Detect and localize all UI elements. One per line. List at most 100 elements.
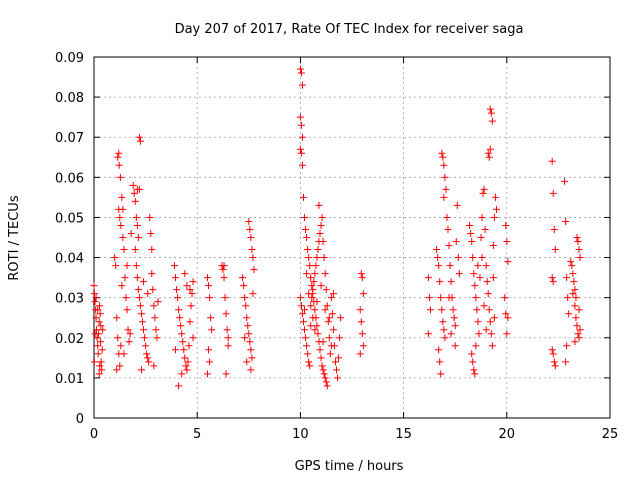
data-point <box>438 306 446 314</box>
y-tick-label: 0 <box>76 412 84 427</box>
data-point <box>179 338 187 346</box>
data-point <box>241 334 249 342</box>
y-tick-label: 0.01 <box>55 372 84 387</box>
data-point <box>449 306 457 314</box>
data-point <box>113 314 121 322</box>
data-point <box>313 254 321 262</box>
data-point <box>180 346 188 354</box>
y-tick-labels: 0 0.01 0.02 0.03 0.04 0.05 0.06 0.07 0.08 0.09 <box>55 51 84 427</box>
plot-frame <box>93 56 611 419</box>
data-point <box>178 370 186 378</box>
data-point <box>447 278 455 286</box>
data-point <box>474 318 482 326</box>
data-point <box>118 193 126 201</box>
y-tick-label: 0.08 <box>55 91 84 106</box>
data-point <box>150 302 158 310</box>
data-point <box>247 366 255 374</box>
data-point <box>485 306 493 314</box>
data-point <box>186 286 194 294</box>
data-point <box>121 274 129 282</box>
data-point <box>469 254 477 262</box>
data-point <box>323 382 331 390</box>
data-point <box>187 302 195 310</box>
data-point <box>502 310 510 318</box>
data-point <box>466 221 474 229</box>
data-point <box>441 334 449 342</box>
data-point <box>119 205 127 213</box>
y-axis-label: ROTI / TECUs <box>7 195 22 280</box>
data-point <box>314 330 322 338</box>
data-point <box>436 358 444 366</box>
data-point <box>576 254 584 262</box>
data-point <box>134 286 142 294</box>
data-point <box>575 334 583 342</box>
data-point <box>307 322 315 330</box>
data-point <box>123 262 131 270</box>
data-point <box>297 302 305 310</box>
data-point <box>113 366 121 374</box>
data-point <box>205 282 213 290</box>
data-point <box>336 334 344 342</box>
data-point <box>176 314 184 322</box>
data-point <box>438 149 446 157</box>
data-point <box>184 358 192 366</box>
data-point <box>478 213 486 221</box>
data-point <box>299 193 307 201</box>
data-point <box>503 238 511 246</box>
data-point <box>567 258 575 266</box>
data-point <box>150 362 158 370</box>
data-point <box>92 314 100 322</box>
data-point <box>439 318 447 326</box>
data-point <box>319 366 327 374</box>
data-point <box>487 109 495 117</box>
data-point <box>317 354 325 362</box>
data-point <box>550 358 558 366</box>
data-point <box>548 274 556 282</box>
data-point <box>297 121 305 129</box>
data-point <box>305 358 313 366</box>
x-tick-label: 10 <box>292 427 309 442</box>
data-point <box>116 213 124 221</box>
data-point <box>92 294 100 302</box>
data-point <box>243 314 251 322</box>
data-point <box>317 282 325 290</box>
data-point <box>126 330 134 338</box>
data-point <box>550 225 558 233</box>
data-point <box>189 334 197 342</box>
data-point <box>247 346 255 354</box>
data-point <box>314 246 322 254</box>
data-point <box>301 213 309 221</box>
data-point <box>453 201 461 209</box>
data-point <box>575 246 583 254</box>
data-point <box>549 189 557 197</box>
data-point <box>561 177 569 185</box>
data-point <box>136 302 144 310</box>
data-point <box>424 274 432 282</box>
data-point <box>451 322 459 330</box>
data-point <box>135 133 143 141</box>
data-point <box>305 290 313 298</box>
data-point <box>359 290 367 298</box>
data-point <box>137 310 145 318</box>
data-point <box>434 254 442 262</box>
data-point <box>308 282 316 290</box>
data-point <box>182 362 190 370</box>
data-point <box>502 221 510 229</box>
data-point <box>329 290 337 298</box>
data-point <box>426 306 434 314</box>
data-point <box>469 358 477 366</box>
data-point <box>440 326 448 334</box>
data-point <box>305 254 313 262</box>
data-point <box>333 366 341 374</box>
data-point <box>224 342 232 350</box>
data-point <box>551 246 559 254</box>
data-point <box>437 370 445 378</box>
data-point <box>208 326 216 334</box>
data-point <box>153 334 161 342</box>
data-point <box>174 294 182 302</box>
data-point <box>205 346 213 354</box>
data-point <box>146 213 154 221</box>
data-point <box>303 234 311 241</box>
data-point <box>139 318 147 326</box>
data-point <box>206 358 214 366</box>
